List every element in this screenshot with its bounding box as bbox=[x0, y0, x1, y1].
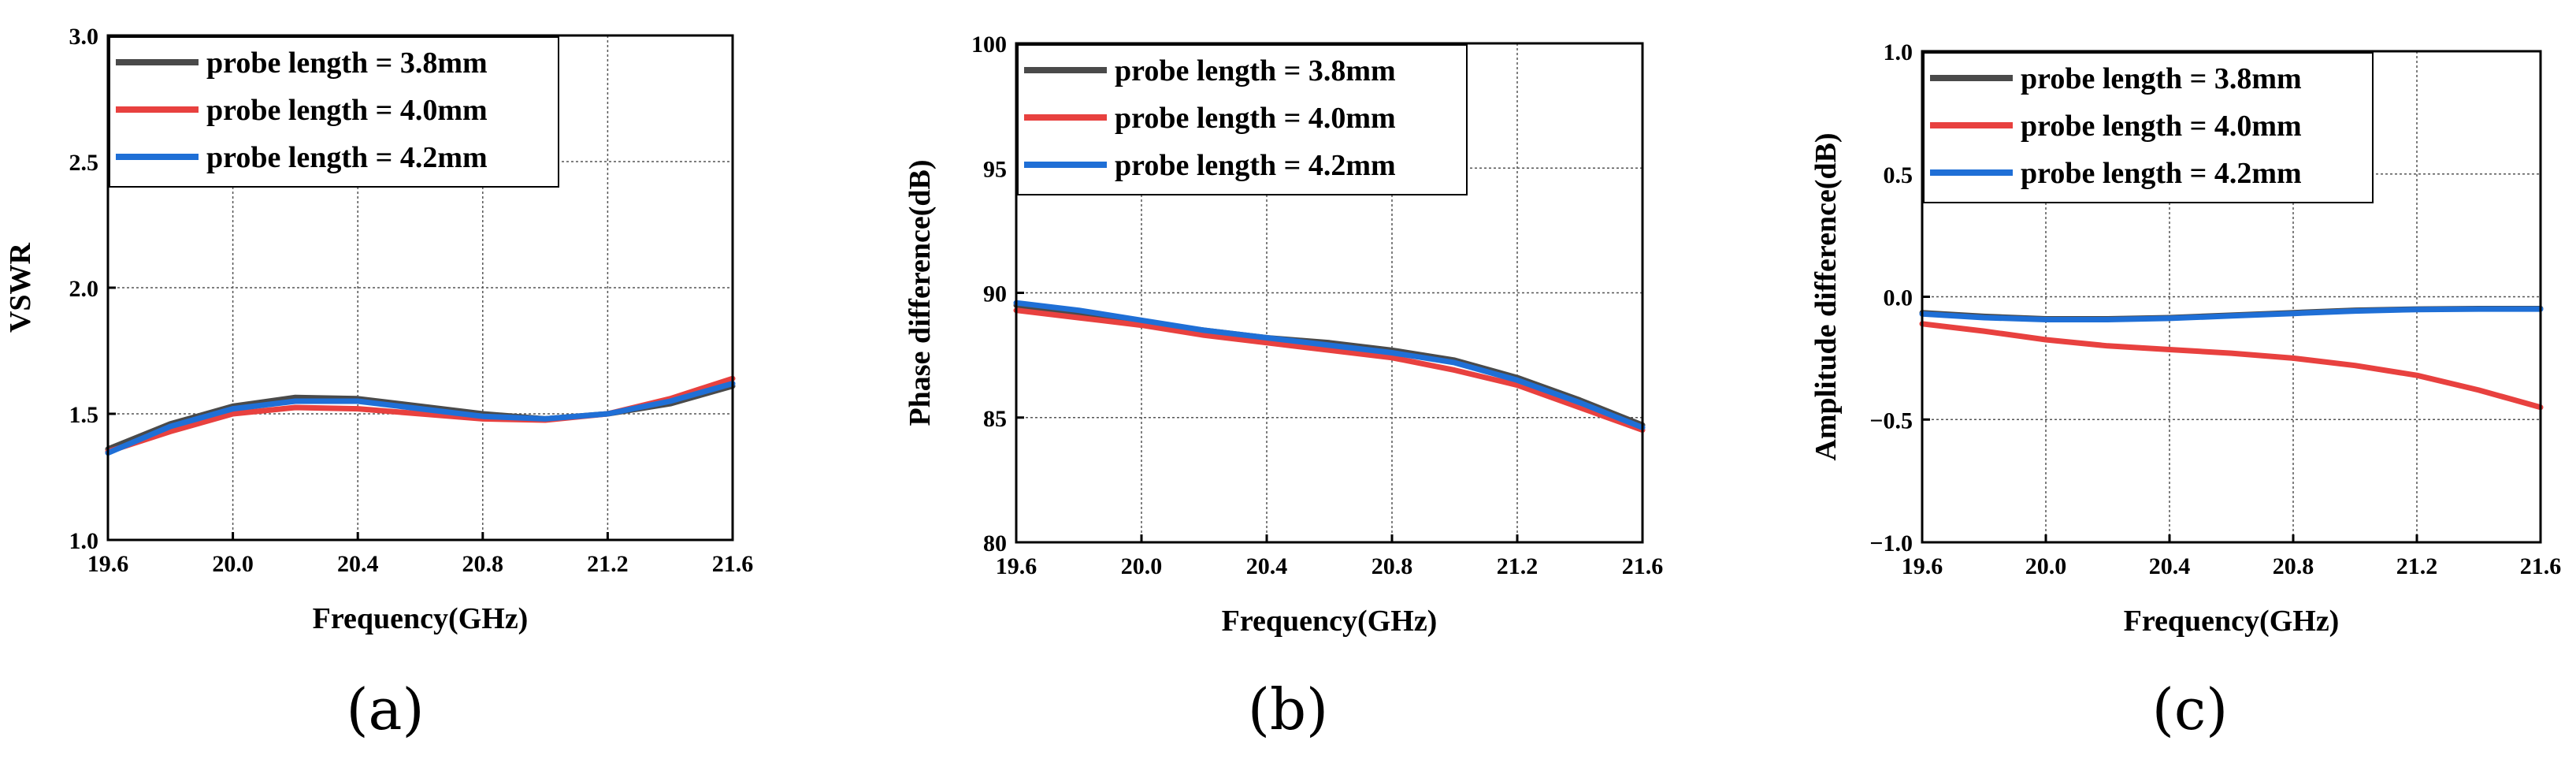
x-tick-label: 21.2 bbox=[2396, 553, 2438, 579]
x-tick-label: 20.4 bbox=[2149, 553, 2191, 579]
series-line-2 bbox=[1919, 321, 2544, 411]
x-tick-label: 19.6 bbox=[1902, 553, 1943, 579]
series-line-3 bbox=[1919, 306, 2544, 322]
x-tick-label: 21.6 bbox=[712, 551, 754, 577]
x-tick-label: 20.0 bbox=[212, 551, 254, 577]
y-tick-label: 80 bbox=[983, 530, 1007, 556]
legend-label-3: probe length = 4.2mm bbox=[1115, 149, 1396, 182]
y-tick-label: 0.0 bbox=[1884, 285, 1913, 311]
y-tick-label: 1.0 bbox=[1884, 39, 1913, 65]
x-tick-label: 20.8 bbox=[2273, 553, 2314, 579]
y-axis-title: Phase difference(dB) bbox=[904, 159, 937, 426]
x-tick-label: 19.6 bbox=[87, 551, 129, 577]
x-tick-label: 20.4 bbox=[1246, 553, 1288, 579]
plot-frame bbox=[106, 34, 734, 542]
x-axis-title: Frequency(GHz) bbox=[1222, 605, 1438, 638]
x-axis-title: Frequency(GHz) bbox=[2124, 605, 2340, 638]
legend-label-3: probe length = 4.2mm bbox=[2021, 157, 2302, 190]
legend-label-3: probe length = 4.2mm bbox=[206, 141, 488, 174]
x-tick-label: 20.0 bbox=[1121, 553, 1163, 579]
legend-label-2: probe length = 4.0mm bbox=[206, 94, 488, 127]
series-line-3 bbox=[1013, 300, 1646, 430]
x-tick-label: 21.2 bbox=[1497, 553, 1539, 579]
x-tick-label: 21.6 bbox=[1622, 553, 1664, 579]
x-tick-label: 20.8 bbox=[1372, 553, 1413, 579]
plot-frame bbox=[1015, 42, 1644, 544]
y-tick-label: 85 bbox=[983, 406, 1007, 432]
x-tick-label: 20.0 bbox=[2025, 553, 2067, 579]
x-tick-label: 20.4 bbox=[337, 551, 379, 577]
y-tick-label: 90 bbox=[983, 281, 1007, 307]
chart-panel-c: 19.6 20.0 20.4 20.8 21.2 21.6 −1.0 −0.5 0.0 0.5 1.… bbox=[1810, 39, 2561, 743]
panel-caption: (c) bbox=[2152, 676, 2229, 743]
y-tick-label: −1.0 bbox=[1869, 530, 1913, 556]
x-tick-label: 20.8 bbox=[462, 551, 504, 577]
series-line-3 bbox=[105, 381, 736, 456]
legend-label-2: probe length = 4.0mm bbox=[2021, 110, 2302, 143]
legend-label-2: probe length = 4.0mm bbox=[1115, 102, 1396, 135]
x-tick-label: 21.2 bbox=[587, 551, 629, 577]
legend: probe length = 3.8mm probe length = 4.0mm… bbox=[109, 36, 559, 188]
panel-caption: (b) bbox=[1248, 676, 1328, 743]
y-tick-label: −0.5 bbox=[1869, 408, 1913, 434]
y-tick-label: 3.0 bbox=[69, 24, 99, 50]
y-tick-label: 100 bbox=[971, 32, 1007, 58]
y-tick-label: 1.0 bbox=[69, 528, 99, 554]
legend: probe length = 3.8mm probe length = 4.0mm… bbox=[1017, 44, 1468, 195]
y-tick-label: 95 bbox=[983, 156, 1007, 182]
x-tick-label: 19.6 bbox=[996, 553, 1037, 579]
chart-panel-b: 19.6 20.0 20.4 20.8 21.2 21.6 80 85 90 95 100 probe… bbox=[904, 32, 1663, 743]
plot-frame bbox=[1921, 50, 2542, 544]
y-axis-title: Amplitude difference(dB) bbox=[1810, 132, 1843, 460]
y-tick-label: 2.0 bbox=[69, 276, 99, 302]
legend-label-1: probe length = 3.8mm bbox=[2021, 62, 2302, 95]
x-axis-title: Frequency(GHz) bbox=[313, 602, 529, 635]
x-tick-label: 21.6 bbox=[2520, 553, 2562, 579]
y-axis-title: VSWR bbox=[4, 242, 37, 333]
panel-caption: (a) bbox=[346, 676, 424, 743]
chart-panel-a: 19.6 20.0 20.4 20.8 21.2 21.6 1.0 1.5 2.0 2.5 3.0 p… bbox=[4, 24, 753, 743]
legend-label-1: probe length = 3.8mm bbox=[1115, 54, 1396, 87]
y-tick-label: 2.5 bbox=[69, 150, 99, 176]
legend: probe length = 3.8mm probe length = 4.0mm… bbox=[1923, 52, 2374, 203]
y-tick-label: 1.5 bbox=[69, 402, 99, 428]
y-tick-label: 0.5 bbox=[1884, 162, 1913, 188]
series-line-2 bbox=[1013, 307, 1646, 434]
legend-label-1: probe length = 3.8mm bbox=[206, 47, 488, 80]
